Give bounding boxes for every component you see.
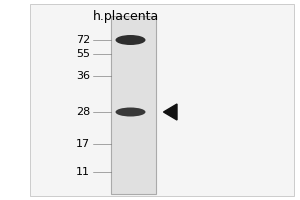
Text: 17: 17 bbox=[76, 139, 90, 149]
Text: 28: 28 bbox=[76, 107, 90, 117]
Text: h.placenta: h.placenta bbox=[93, 10, 159, 23]
Text: 36: 36 bbox=[76, 71, 90, 81]
Bar bbox=[30, 4, 294, 196]
Ellipse shape bbox=[116, 35, 146, 45]
Bar bbox=[111, 16, 156, 194]
Text: 72: 72 bbox=[76, 35, 90, 45]
Text: 55: 55 bbox=[76, 49, 90, 59]
Polygon shape bbox=[164, 104, 177, 120]
Ellipse shape bbox=[116, 108, 146, 116]
Text: 11: 11 bbox=[76, 167, 90, 177]
